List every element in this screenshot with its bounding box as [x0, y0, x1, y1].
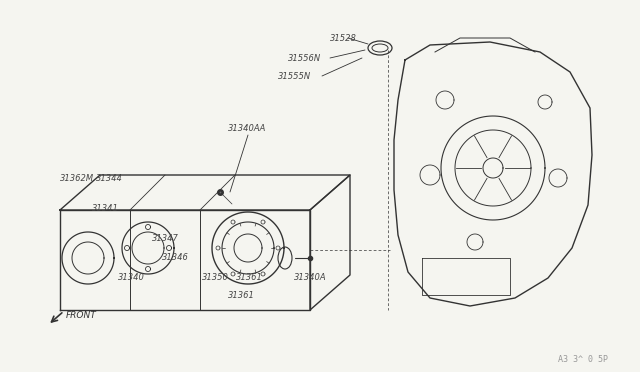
Text: 31344: 31344: [96, 173, 123, 183]
Text: 31361: 31361: [236, 273, 263, 282]
Text: A3 3^ 0 5P: A3 3^ 0 5P: [558, 356, 608, 365]
Text: 31555N: 31555N: [278, 71, 311, 80]
Text: 31340A: 31340A: [294, 273, 326, 282]
Text: 31346: 31346: [162, 253, 189, 263]
Text: 31528: 31528: [330, 33, 357, 42]
Polygon shape: [394, 42, 592, 306]
Text: 31340AA: 31340AA: [228, 124, 266, 132]
Text: FRONT: FRONT: [66, 311, 97, 321]
Text: 31347: 31347: [152, 234, 179, 243]
Text: 31340: 31340: [118, 273, 145, 282]
Text: 31362M: 31362M: [60, 173, 94, 183]
Text: 31361: 31361: [228, 291, 255, 299]
Text: 31341: 31341: [92, 203, 119, 212]
Text: 31350: 31350: [202, 273, 229, 282]
Text: 31556N: 31556N: [288, 54, 321, 62]
